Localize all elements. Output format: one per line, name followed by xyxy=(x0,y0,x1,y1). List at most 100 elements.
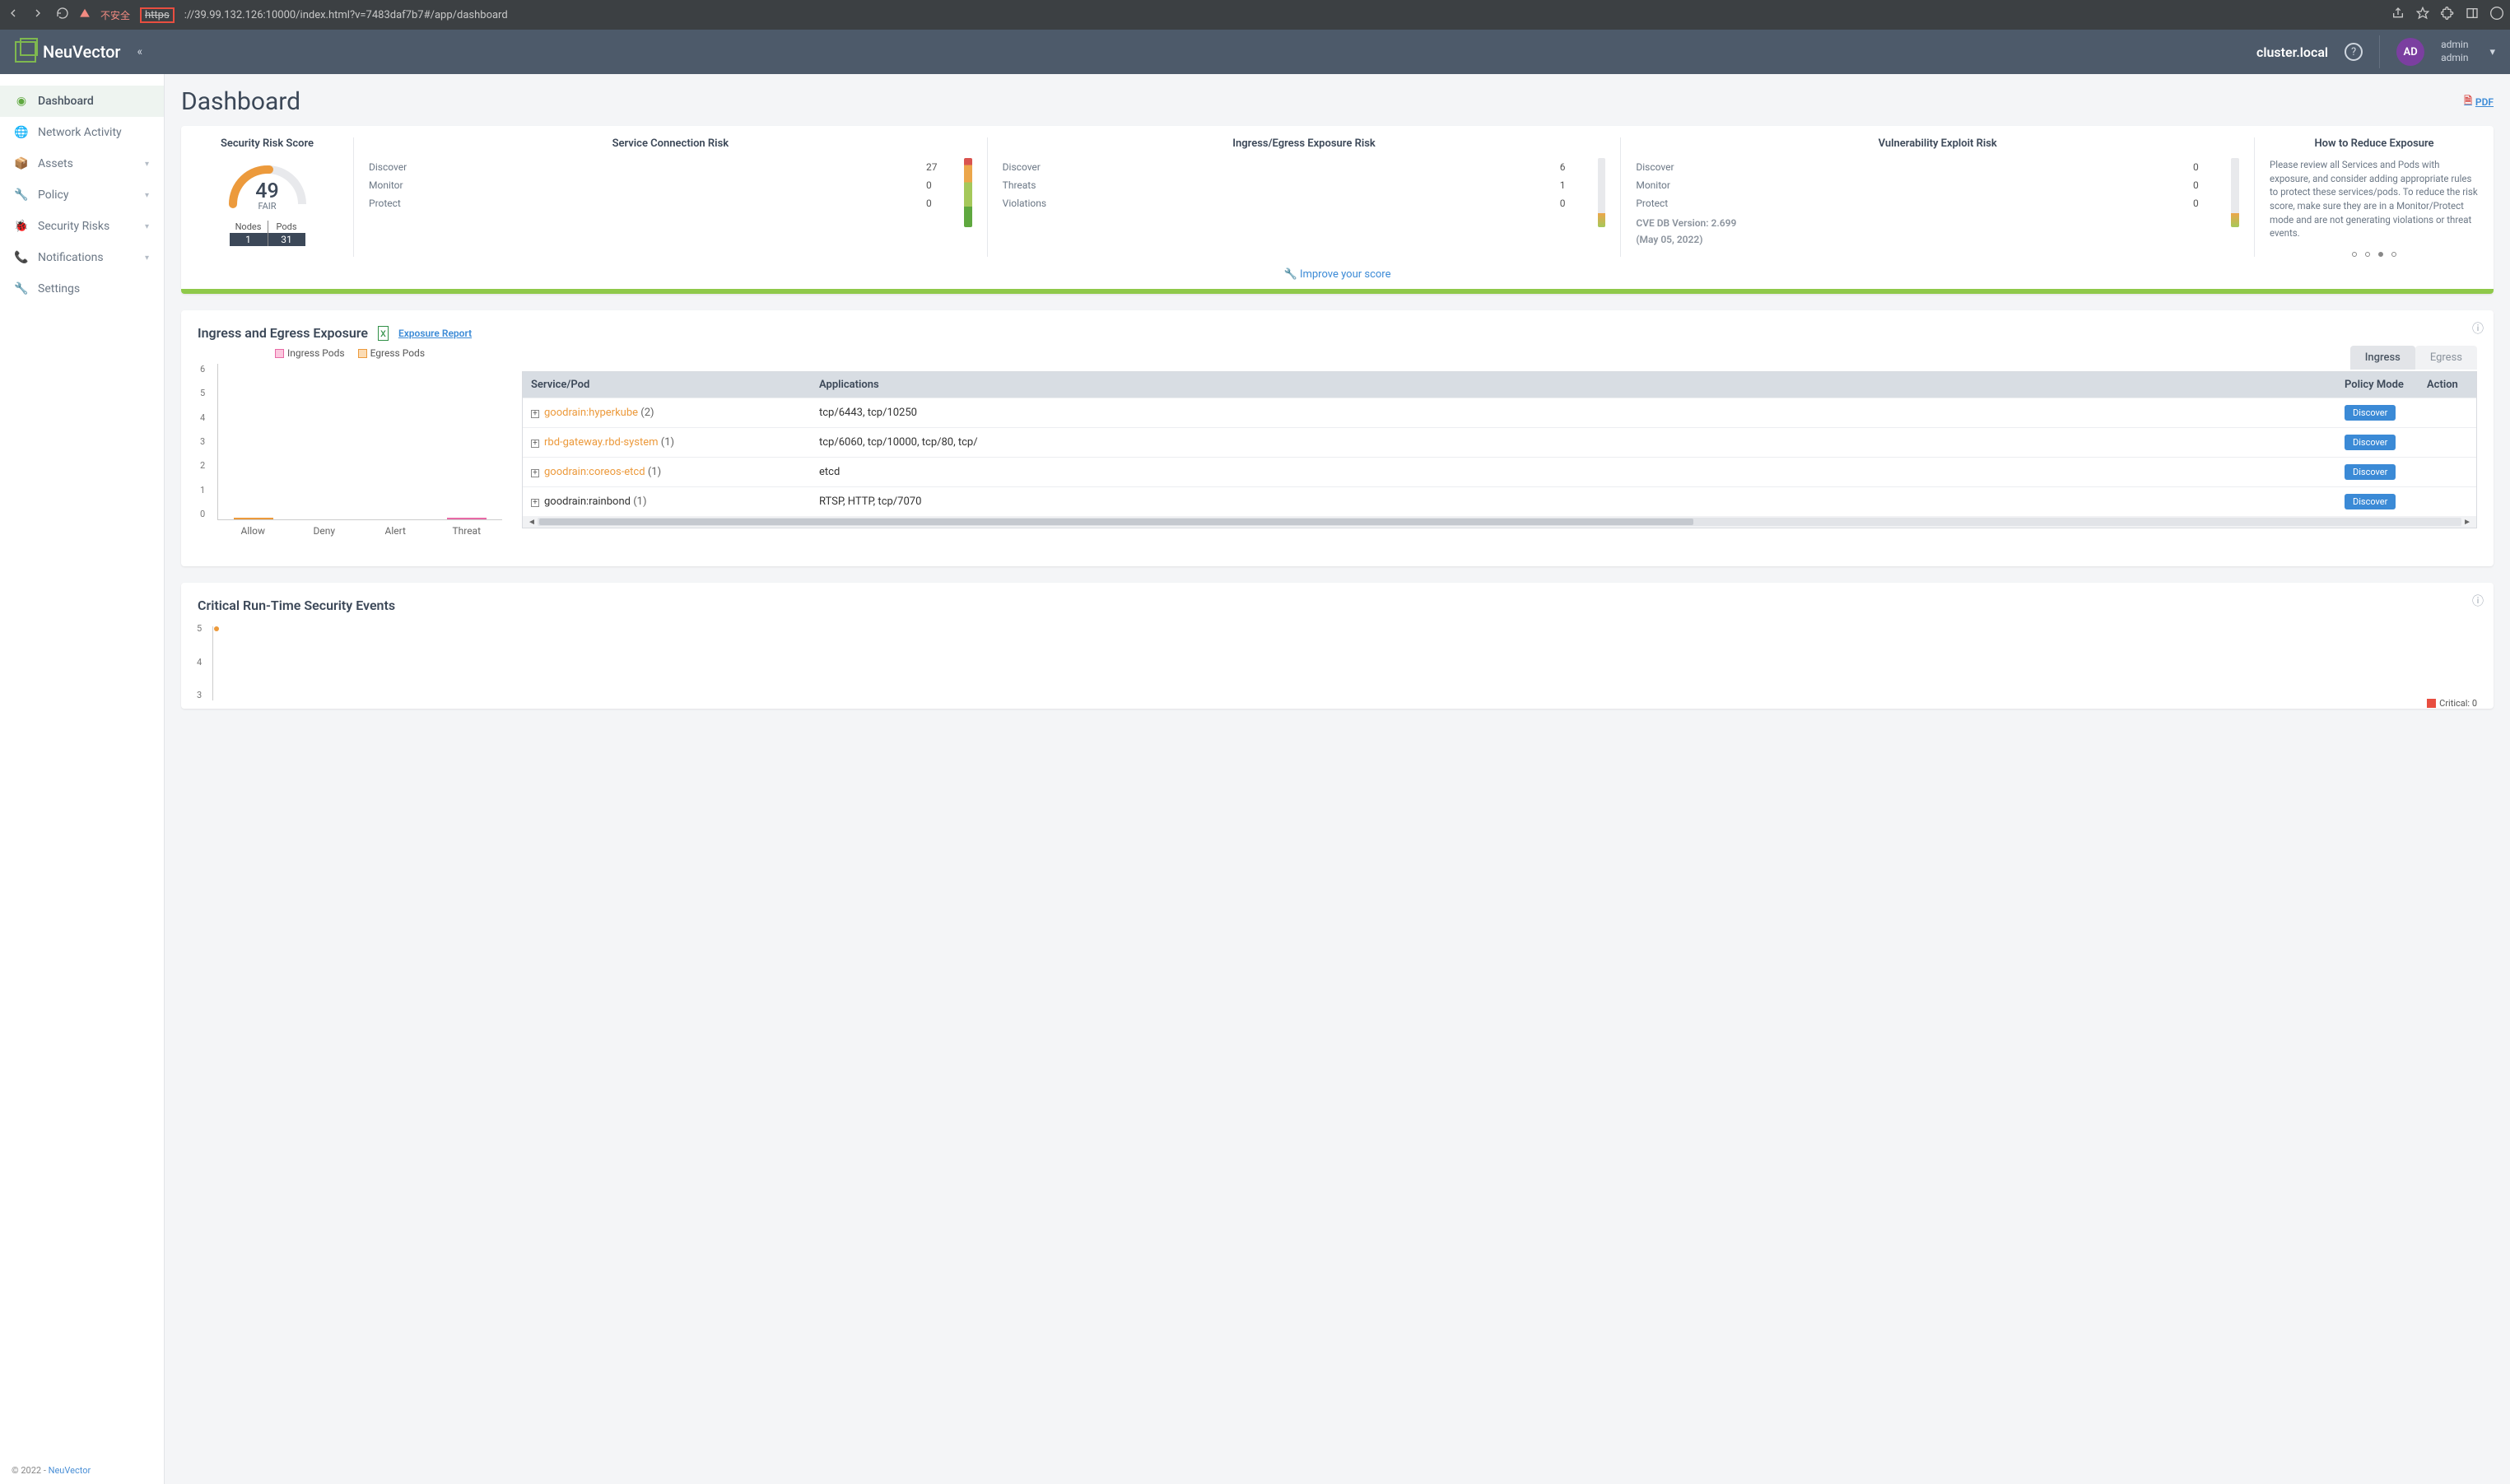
tips-text: Please review all Services and Pods with… xyxy=(2270,158,2479,240)
user-role: admin xyxy=(2441,52,2468,65)
policy-mode-badge: Discover xyxy=(2345,494,2396,509)
expand-icon[interactable]: + xyxy=(531,499,539,507)
exposure-report-link[interactable]: Exposure Report xyxy=(398,328,472,339)
sidebar-item-assets[interactable]: 📦Assets▾ xyxy=(0,148,164,179)
sidebar-item-settings[interactable]: 🔧Settings xyxy=(0,273,164,305)
sidebar-item-policy[interactable]: 🔧Policy▾ xyxy=(0,179,164,211)
avatar[interactable]: AD xyxy=(2396,38,2424,66)
tips-title: How to Reduce Exposure xyxy=(2314,137,2433,150)
info-icon[interactable]: ⓘ xyxy=(2472,593,2484,609)
col-mode: Policy Mode xyxy=(2336,372,2419,398)
nodes-pods-table: Nodes1 Pods31 xyxy=(230,221,305,246)
sidebar-item-security-risks[interactable]: 🐞Security Risks▾ xyxy=(0,211,164,242)
vuln-risk-bar xyxy=(2231,158,2239,227)
exposure-card: ⓘ Ingress and Egress Exposure x Exposure… xyxy=(181,310,2494,566)
table-row[interactable]: +goodrain:hyperkube (2)tcp/6443, tcp/102… xyxy=(523,398,2476,427)
nav-icon: 📦 xyxy=(15,157,28,170)
browser-chrome: 不安全 https ://39.99.132.126:10000/index.h… xyxy=(0,0,2510,30)
product-name: NeuVector xyxy=(43,42,121,62)
sidebar-item-network-activity[interactable]: 🌐Network Activity xyxy=(0,117,164,148)
critical-events-card: ⓘ Critical Run-Time Security Events 543 … xyxy=(181,583,2494,709)
sidebar-item-notifications[interactable]: 📞Notifications▾ xyxy=(0,242,164,273)
tips-pager[interactable] xyxy=(2352,252,2396,257)
col-apps: Applications xyxy=(811,372,2336,398)
conn-risk-bar xyxy=(964,158,972,227)
cluster-name[interactable]: cluster.local xyxy=(2256,44,2328,60)
expand-icon[interactable]: + xyxy=(531,469,539,477)
user-menu-chevron-icon[interactable]: ▾ xyxy=(2489,46,2495,58)
sidebar: ◉Dashboard🌐Network Activity📦Assets▾🔧Poli… xyxy=(0,74,165,1484)
pdf-export-button[interactable]: 🗎 PDF xyxy=(2464,93,2494,110)
improve-score-link[interactable]: Improve your score xyxy=(1300,268,1391,281)
conn-risk-title: Service Connection Risk xyxy=(612,137,729,150)
app-header: NeuVector « cluster.local ? AD admin adm… xyxy=(0,30,2510,74)
star-icon[interactable] xyxy=(2416,7,2429,23)
metric-row: Discover6 xyxy=(1003,158,1585,176)
policy-mode-badge: Discover xyxy=(2345,435,2396,450)
sidebar-collapse-button[interactable]: « xyxy=(137,45,143,58)
cve-version: CVE DB Version: 2.699 xyxy=(1636,217,2218,229)
product-logo[interactable]: NeuVector xyxy=(15,41,121,63)
forward-icon[interactable] xyxy=(31,7,44,23)
chevron-down-icon: ▾ xyxy=(145,160,149,169)
metric-row: Monitor0 xyxy=(369,176,951,194)
table-h-scrollbar[interactable]: ◄► xyxy=(523,516,2476,528)
https-struck: https xyxy=(140,7,175,23)
expand-icon[interactable]: + xyxy=(531,410,539,418)
nav-icon: 🐞 xyxy=(15,220,28,233)
metric-row: Monitor0 xyxy=(1636,176,2218,194)
nav-icon: ◉ xyxy=(15,95,28,108)
critical-events-title: Critical Run-Time Security Events xyxy=(198,598,2477,613)
help-icon[interactable]: ? xyxy=(2345,43,2363,61)
header-divider xyxy=(2379,35,2380,68)
critical-events-chart: 543 xyxy=(212,626,2477,700)
metric-row: Violations0 xyxy=(1003,194,1585,212)
extensions-icon[interactable] xyxy=(2441,7,2454,23)
metric-row: Threats1 xyxy=(1003,176,1585,194)
table-row[interactable]: +goodrain:coreos-etcd (1)etcdDiscover xyxy=(523,457,2476,486)
panel-icon[interactable] xyxy=(2466,7,2479,23)
metric-row: Discover27 xyxy=(369,158,951,176)
insecure-warning-icon xyxy=(79,7,91,22)
expand-icon[interactable]: + xyxy=(531,440,539,448)
logo-icon xyxy=(15,41,36,63)
metric-row: Protect0 xyxy=(369,194,951,212)
exposure-chart: Ingress Pods Egress Pods 0123456 AllowDe… xyxy=(198,346,502,537)
user-name: admin xyxy=(2441,39,2468,52)
exposure-risk-bar xyxy=(1598,158,1606,227)
info-icon[interactable]: ⓘ xyxy=(2472,320,2484,337)
wrench-icon: 🔧 xyxy=(1284,268,1297,281)
critical-legend: Critical: 0 xyxy=(2427,698,2477,709)
policy-mode-badge: Discover xyxy=(2345,464,2396,480)
main-content: Dashboard 🗎 PDF Security Risk Score 49 xyxy=(165,74,2510,1484)
profile-icon[interactable] xyxy=(2490,7,2503,23)
exposure-tabs: IngressEgress xyxy=(522,346,2477,370)
vuln-risk-title: Vulnerability Exploit Risk xyxy=(1879,137,1997,150)
chevron-down-icon: ▾ xyxy=(145,191,149,200)
table-row[interactable]: +goodrain:rainbond (1)RTSP, HTTP, tcp/70… xyxy=(523,486,2476,516)
risk-score-gauge: 49 FAIR xyxy=(225,158,310,211)
footer-link[interactable]: NeuVector xyxy=(49,1465,91,1476)
sidebar-item-dashboard[interactable]: ◉Dashboard xyxy=(0,86,164,117)
table-row[interactable]: +rbd-gateway.rbd-system (1)tcp/6060, tcp… xyxy=(523,427,2476,457)
url-text: ://39.99.132.126:10000/index.html?v=7483… xyxy=(184,9,508,21)
metric-row: Protect0 xyxy=(1636,194,2218,212)
insecure-label: 不安全 xyxy=(100,8,130,22)
reload-icon[interactable] xyxy=(56,7,69,23)
exposure-risk-title: Ingress/Egress Exposure Risk xyxy=(1232,137,1376,150)
policy-mode-badge: Discover xyxy=(2345,405,2396,421)
exposure-title: Ingress and Egress Exposure xyxy=(198,325,368,341)
legend-swatch-egress xyxy=(358,349,367,358)
col-service: Service/Pod xyxy=(523,372,811,398)
footer-copyright: © 2022 - NeuVector xyxy=(12,1465,91,1476)
cve-date: (May 05, 2022) xyxy=(1636,234,2218,245)
tab-egress[interactable]: Egress xyxy=(2415,346,2477,370)
tab-ingress[interactable]: Ingress xyxy=(2350,346,2415,370)
xls-icon: x xyxy=(378,326,389,341)
share-icon[interactable] xyxy=(2391,7,2405,23)
chevron-down-icon: ▾ xyxy=(145,254,149,263)
page-title: Dashboard xyxy=(181,87,300,116)
chevron-down-icon: ▾ xyxy=(145,222,149,231)
back-icon[interactable] xyxy=(7,7,20,23)
nav-icon: 🔧 xyxy=(15,282,28,295)
